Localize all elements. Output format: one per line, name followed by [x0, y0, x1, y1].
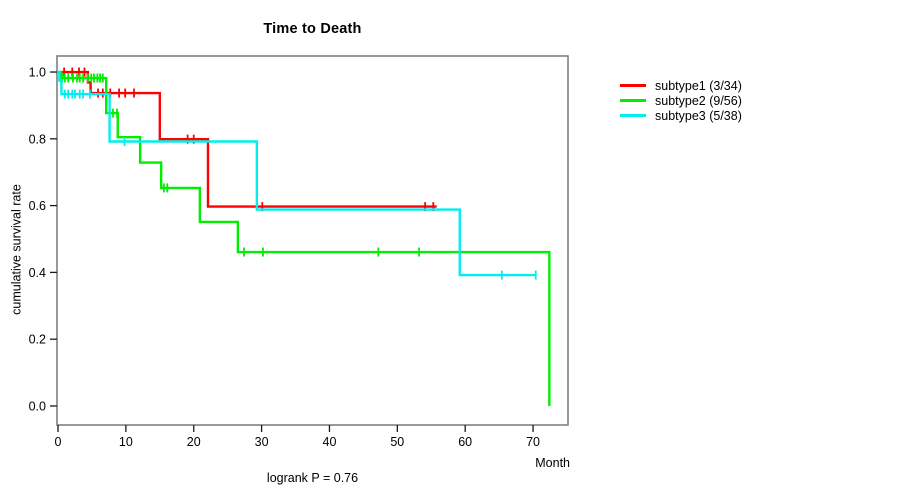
legend-label-subtype3: subtype3 (5/38)	[655, 108, 742, 123]
chart-title: Time to Death	[263, 21, 362, 37]
legend-swatch-subtype3	[620, 114, 646, 117]
km-curve-3	[58, 70, 537, 277]
x-axis-tick-label: 30	[255, 435, 269, 449]
x-axis-tick-label: 20	[187, 435, 201, 449]
x-axis-tick-label: 70	[526, 435, 540, 449]
legend: subtype1 (3/34) subtype2 (9/56) subtype3 (…	[620, 78, 742, 123]
legend-swatch-subtype1	[620, 84, 646, 87]
legend-row-subtype1: subtype1 (3/34)	[620, 78, 742, 93]
y-axis-tick-label: 0.2	[29, 333, 46, 347]
y-axis-tick-label: 0.0	[29, 399, 46, 413]
km-curve-1	[58, 70, 437, 208]
x-axis-tick-label: 10	[119, 435, 133, 449]
x-axis-tick-label: 40	[323, 435, 337, 449]
x-axis-tick-label: 50	[390, 435, 404, 449]
legend-label-subtype2: subtype2 (9/56)	[655, 93, 742, 108]
legend-row-subtype3: subtype3 (5/38)	[620, 108, 742, 123]
km-curve-2	[58, 70, 551, 406]
x-axis-tick-label: 0	[55, 435, 62, 449]
y-axis-tick-label: 0.8	[29, 132, 46, 146]
y-axis-tick-label: 1.0	[29, 66, 46, 80]
y-axis-tick-label: 0.6	[29, 199, 46, 213]
legend-label-subtype1: subtype1 (3/34)	[655, 78, 742, 93]
x-axis-label: Month	[535, 456, 570, 470]
logrank-annotation: logrank P = 0.76	[266, 471, 359, 485]
legend-swatch-subtype2	[620, 99, 646, 102]
plot-box	[56, 55, 569, 426]
x-axis-tick-label: 60	[458, 435, 472, 449]
legend-row-subtype2: subtype2 (9/56)	[620, 93, 742, 108]
y-axis-tick-label: 0.4	[29, 266, 46, 280]
